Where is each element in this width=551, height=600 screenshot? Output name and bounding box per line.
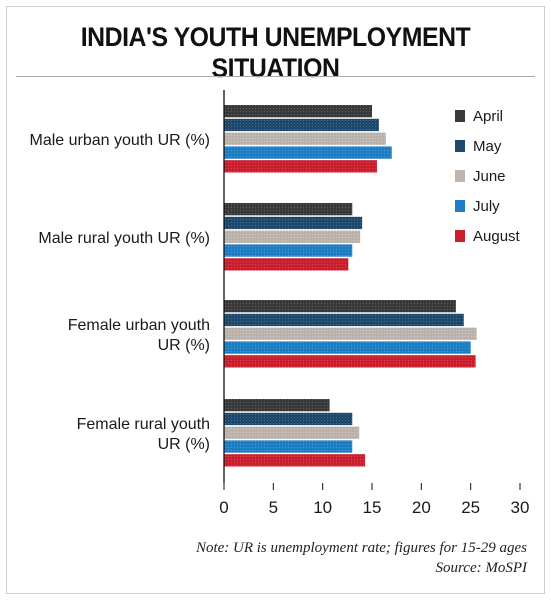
- legend-label-june: June: [473, 168, 506, 185]
- bar-texture: [224, 118, 379, 132]
- bar-texture: [224, 412, 353, 426]
- legend-swatch-august: [455, 230, 465, 242]
- x-tick-label: 0: [219, 498, 228, 517]
- source-text: Source: MoSPI: [435, 560, 528, 576]
- bar-texture: [224, 355, 476, 368]
- bar-texture: [224, 146, 392, 159]
- legend-swatch-may: [455, 140, 465, 152]
- bar-texture: [224, 258, 349, 271]
- bar-texture: [224, 454, 366, 467]
- legend-label-august: August: [473, 228, 521, 245]
- bar-texture: [224, 230, 361, 243]
- bar-texture: [224, 105, 372, 118]
- note-text: Note: UR is unemployment rate; figures f…: [195, 540, 527, 556]
- category-label: UR (%): [158, 337, 210, 354]
- bar-texture: [224, 132, 386, 145]
- bar-texture: [224, 399, 330, 412]
- category-label: Male rural youth UR (%): [38, 230, 210, 247]
- category-label: UR (%): [158, 436, 210, 453]
- bar-texture: [224, 426, 360, 439]
- x-tick-label: 20: [412, 498, 431, 517]
- chart-note: Note: UR is unemployment rate; figures f…: [196, 538, 527, 578]
- chart-title: INDIA'S YOUTH UNEMPLOYMENT SITUATION: [80, 22, 471, 83]
- x-tick-label: 25: [461, 498, 480, 517]
- legend-swatch-april: [455, 110, 465, 122]
- bar-texture: [224, 440, 353, 453]
- legend-label-may: May: [473, 138, 502, 155]
- x-tick-label: 30: [511, 498, 530, 517]
- bar-texture: [224, 341, 471, 354]
- chart-frame: [6, 6, 545, 594]
- x-tick-label: 5: [269, 498, 278, 517]
- bar-texture: [224, 216, 363, 230]
- bar-texture: [224, 300, 456, 313]
- bar-texture: [224, 203, 353, 216]
- legend-swatch-june: [455, 170, 465, 182]
- legend-swatch-july: [455, 200, 465, 212]
- bar-texture: [224, 244, 353, 257]
- x-tick-label: 15: [363, 498, 382, 517]
- category-label: Female urban youth: [68, 317, 210, 334]
- x-tick-label: 10: [313, 498, 332, 517]
- legend-label-july: July: [473, 198, 500, 215]
- bar-texture: [224, 327, 477, 340]
- bar-texture: [224, 160, 377, 173]
- bar-texture: [224, 313, 464, 327]
- legend-label-april: April: [473, 108, 503, 125]
- category-label: Male urban youth UR (%): [29, 132, 210, 149]
- title-divider: [16, 76, 535, 77]
- category-label: Female rural youth: [77, 416, 210, 433]
